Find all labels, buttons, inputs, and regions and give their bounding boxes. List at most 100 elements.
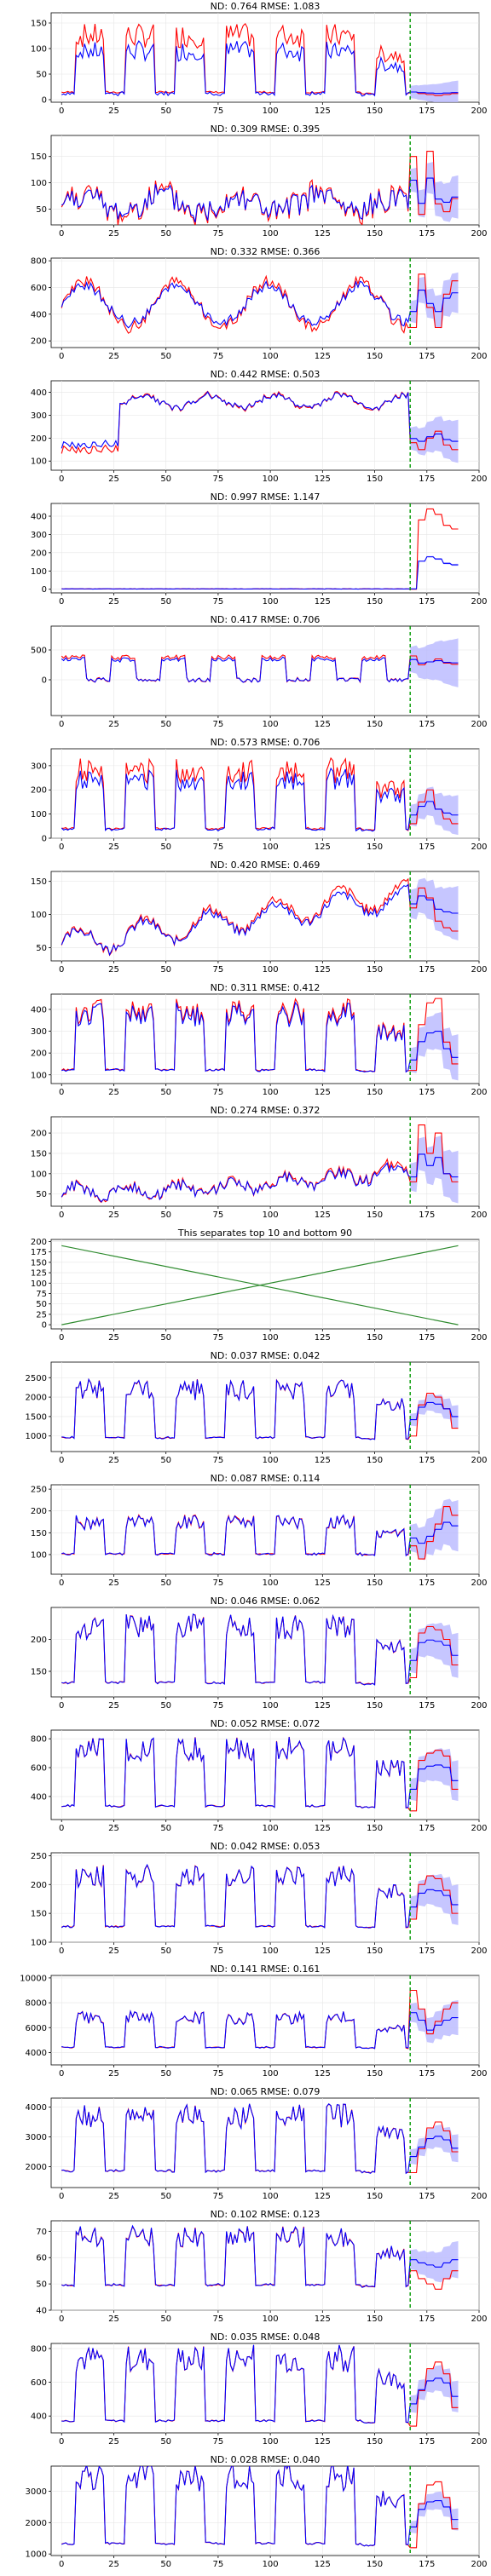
x-tick-label: 200: [471, 720, 487, 729]
axes-frame: [50, 257, 480, 348]
x-tick-label: 175: [419, 2437, 435, 2447]
y-tick-label: 150: [31, 1668, 47, 1677]
forecast-series-line: [61, 2103, 459, 2175]
subplot-1: ND: 0.764 RMSE: 1.083 0 25 50 75 100 125 150 175…: [31, 1, 488, 116]
x-tick-label: 150: [367, 229, 383, 239]
y-tick-label: 10000: [20, 1974, 47, 1983]
y-tick-label: 200: [31, 1636, 47, 1645]
y-tick-label: 0: [42, 676, 47, 686]
x-tick-label: 150: [367, 1333, 383, 1343]
x-tick-label: 175: [419, 1701, 435, 1711]
axes-frame: [50, 1361, 480, 1452]
x-tick-label: 175: [419, 106, 435, 116]
y-tick-label: 25: [36, 1310, 47, 1320]
x-tick-label: 100: [263, 2437, 279, 2447]
x-tick-label: 100: [263, 2069, 279, 2079]
target-series-line: [61, 273, 459, 334]
y-tick-label: 6000: [26, 2024, 47, 2033]
x-tick-label: 25: [108, 2560, 119, 2569]
subplot-title: ND: 0.052 RMSE: 0.072: [211, 1718, 321, 1729]
x-tick-label: 150: [367, 720, 383, 729]
x-tick-label: 125: [315, 474, 331, 484]
x-tick-label: 150: [367, 965, 383, 975]
forecast-interval-band: [410, 1012, 459, 1081]
x-tick-label: 150: [367, 2069, 383, 2079]
x-tick-label: 75: [213, 2560, 224, 2569]
x-tick-label: 25: [108, 597, 119, 607]
x-tick-label: 75: [213, 842, 224, 852]
y-tick-label: 150: [31, 20, 47, 29]
y-tick-label: 50: [36, 71, 47, 80]
y-tick-label: 4000: [26, 2103, 47, 2113]
x-tick-label: 150: [367, 1701, 383, 1711]
x-tick-label: 100: [263, 597, 279, 607]
x-tick-label: 75: [213, 2069, 224, 2079]
subplot-title: ND: 0.573 RMSE: 0.706: [211, 737, 321, 748]
target-series-line: [61, 877, 459, 957]
subplot-7: ND: 0.573 RMSE: 0.706 0 25 50 75 100 125 150 175…: [31, 737, 488, 852]
x-tick-label: 100: [263, 106, 279, 116]
x-tick-label: 75: [213, 1824, 224, 1833]
forecast-interval-band: [410, 2125, 459, 2165]
x-tick-label: 125: [315, 965, 331, 975]
x-tick-label: 75: [213, 1946, 224, 1956]
forecast-interval-band: [410, 2491, 459, 2533]
x-tick-label: 50: [160, 1333, 171, 1343]
x-tick-label: 100: [263, 1578, 279, 1588]
x-tick-label: 75: [213, 1088, 224, 1097]
forecast-series-line: [61, 1863, 459, 1929]
y-tick-label: 600: [31, 2378, 47, 2388]
x-tick-label: 50: [160, 2192, 171, 2201]
x-tick-label: 25: [108, 2437, 119, 2447]
plot-area: [61, 2098, 459, 2188]
x-tick-label: 75: [213, 1701, 224, 1711]
x-tick-label: 0: [59, 720, 64, 729]
y-tick-label: 8000: [26, 1999, 47, 2009]
x-tick-label: 25: [108, 1578, 119, 1588]
plot-area: [61, 1730, 459, 1820]
forecast-series-line: [61, 883, 459, 957]
forecast-series-line: [61, 1613, 459, 1686]
y-tick-label: 200: [31, 786, 47, 796]
y-tick-label: 300: [31, 531, 47, 540]
y-tick-label: 250: [31, 1486, 47, 1495]
x-tick-label: 125: [315, 2314, 331, 2324]
y-tick-label: 2000: [26, 1394, 47, 1403]
x-tick-label: 175: [419, 1210, 435, 1220]
x-tick-label: 75: [213, 352, 224, 361]
x-tick-label: 0: [59, 597, 64, 607]
x-tick-label: 200: [471, 2437, 487, 2447]
forecast-series-line: [61, 767, 459, 832]
y-tick-label: 400: [31, 1792, 47, 1802]
x-tick-label: 0: [59, 1456, 64, 1465]
y-tick-label: 200: [31, 1238, 47, 1247]
y-tick-label: 100: [31, 1279, 47, 1289]
x-tick-label: 0: [59, 2314, 64, 2324]
plot-area: [61, 2466, 459, 2556]
x-tick-label: 125: [315, 1946, 331, 1956]
subplot-title: ND: 0.028 RMSE: 0.040: [211, 2454, 321, 2465]
x-tick-label: 200: [471, 1333, 487, 1343]
axes-frame: [50, 503, 480, 594]
x-tick-label: 100: [263, 2560, 279, 2569]
y-tick-label: 0: [42, 835, 47, 844]
x-tick-label: 150: [367, 1946, 383, 1956]
x-tick-label: 0: [59, 1701, 64, 1711]
forecast-interval-band: [410, 80, 459, 102]
subplot-16: ND: 0.042 RMSE: 0.053 0 25 50 75 100 125 150 175…: [31, 1841, 488, 1956]
subplot-9: ND: 0.311 RMSE: 0.412 0 25 50 75 100 125 150 175…: [31, 982, 488, 1097]
y-tick-label: 800: [31, 257, 47, 267]
forecast-interval-band: [410, 416, 459, 463]
x-tick-label: 50: [160, 965, 171, 975]
x-tick-label: 125: [315, 2437, 331, 2447]
y-tick-label: 150: [31, 1910, 47, 1919]
x-tick-label: 175: [419, 597, 435, 607]
y-tick-label: 200: [31, 549, 47, 558]
x-tick-label: 50: [160, 229, 171, 239]
y-tick-label: 200: [31, 1049, 47, 1059]
y-tick-label: 50: [36, 1190, 47, 1199]
y-tick-label: 100: [31, 179, 47, 188]
plot-area: [61, 2343, 459, 2433]
x-tick-label: 200: [471, 1701, 487, 1711]
